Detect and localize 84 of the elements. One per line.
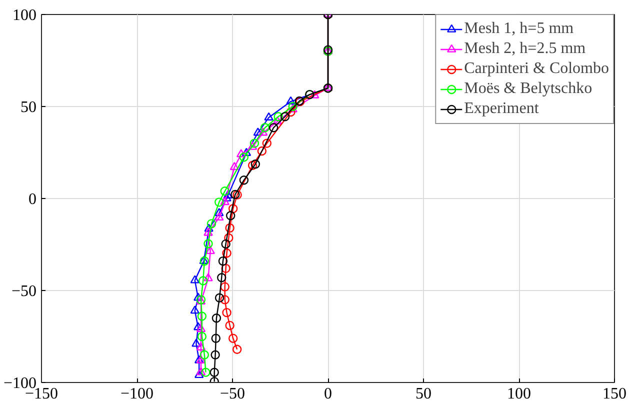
legend-label: Mesh 1, h=5 mm [464, 20, 574, 38]
point [232, 344, 242, 354]
point [250, 160, 260, 169]
point [212, 314, 222, 323]
point [194, 292, 203, 301]
point [225, 320, 234, 330]
point [214, 198, 224, 207]
point [201, 368, 210, 377]
point [288, 104, 298, 112]
point [220, 295, 230, 304]
y-tick-label: 100 [12, 7, 36, 24]
point [196, 342, 206, 350]
legend-label: Experiment [464, 100, 539, 118]
x-tick-label: 100 [507, 386, 531, 402]
point [222, 248, 232, 258]
point [230, 162, 240, 170]
point [214, 293, 224, 302]
point [214, 208, 224, 216]
point [206, 246, 215, 254]
point [239, 152, 249, 162]
x-tick-label: −100 [120, 386, 154, 402]
point [204, 239, 213, 248]
x-tick-label: 150 [602, 386, 626, 402]
y-tick-label: 50 [20, 99, 36, 116]
point [210, 350, 220, 360]
y-tick-label: −50 [11, 283, 37, 300]
point [248, 142, 258, 150]
point [198, 276, 208, 286]
point [225, 223, 234, 233]
point [220, 196, 230, 206]
point [228, 204, 238, 214]
legend-label: Mesh 2, h=2.5 mm [464, 40, 586, 58]
point [224, 233, 234, 242]
point [200, 350, 210, 360]
point [222, 308, 232, 318]
legend-label: Carpinteri & Colombo [464, 60, 609, 78]
point [242, 148, 252, 156]
point [228, 334, 238, 343]
point [194, 370, 204, 378]
point [286, 96, 296, 104]
point [274, 112, 283, 122]
point [204, 224, 214, 232]
point [220, 186, 230, 196]
point [262, 138, 272, 148]
point [223, 190, 233, 198]
point [217, 273, 226, 282]
point [206, 219, 216, 228]
point [196, 324, 206, 332]
y-tick-label: 0 [28, 191, 36, 208]
point [211, 334, 220, 343]
x-tick-label: 50 [416, 386, 432, 402]
point [272, 116, 282, 124]
point [286, 107, 296, 117]
point [310, 90, 320, 98]
x-tick-label: 0 [324, 386, 332, 402]
point [190, 275, 200, 284]
point [196, 367, 206, 376]
point [264, 112, 274, 120]
point [190, 306, 200, 314]
point [210, 368, 219, 377]
legend-label: Moës & Belytschko [464, 80, 592, 98]
point [204, 273, 213, 282]
point [248, 160, 258, 170]
point [260, 123, 270, 132]
point [288, 102, 298, 112]
point [194, 322, 203, 330]
point [218, 256, 228, 266]
point [257, 146, 267, 156]
point [197, 332, 207, 342]
point [197, 312, 207, 321]
point [280, 112, 290, 122]
point [192, 338, 201, 347]
x-tick-label: −50 [220, 386, 246, 402]
point [214, 212, 224, 221]
point [236, 149, 246, 158]
point [221, 239, 230, 249]
point [239, 176, 249, 185]
point [226, 211, 236, 220]
point [221, 264, 230, 274]
point [204, 228, 213, 236]
point [268, 123, 278, 132]
point [250, 138, 260, 148]
point [258, 128, 268, 136]
point [220, 282, 230, 292]
